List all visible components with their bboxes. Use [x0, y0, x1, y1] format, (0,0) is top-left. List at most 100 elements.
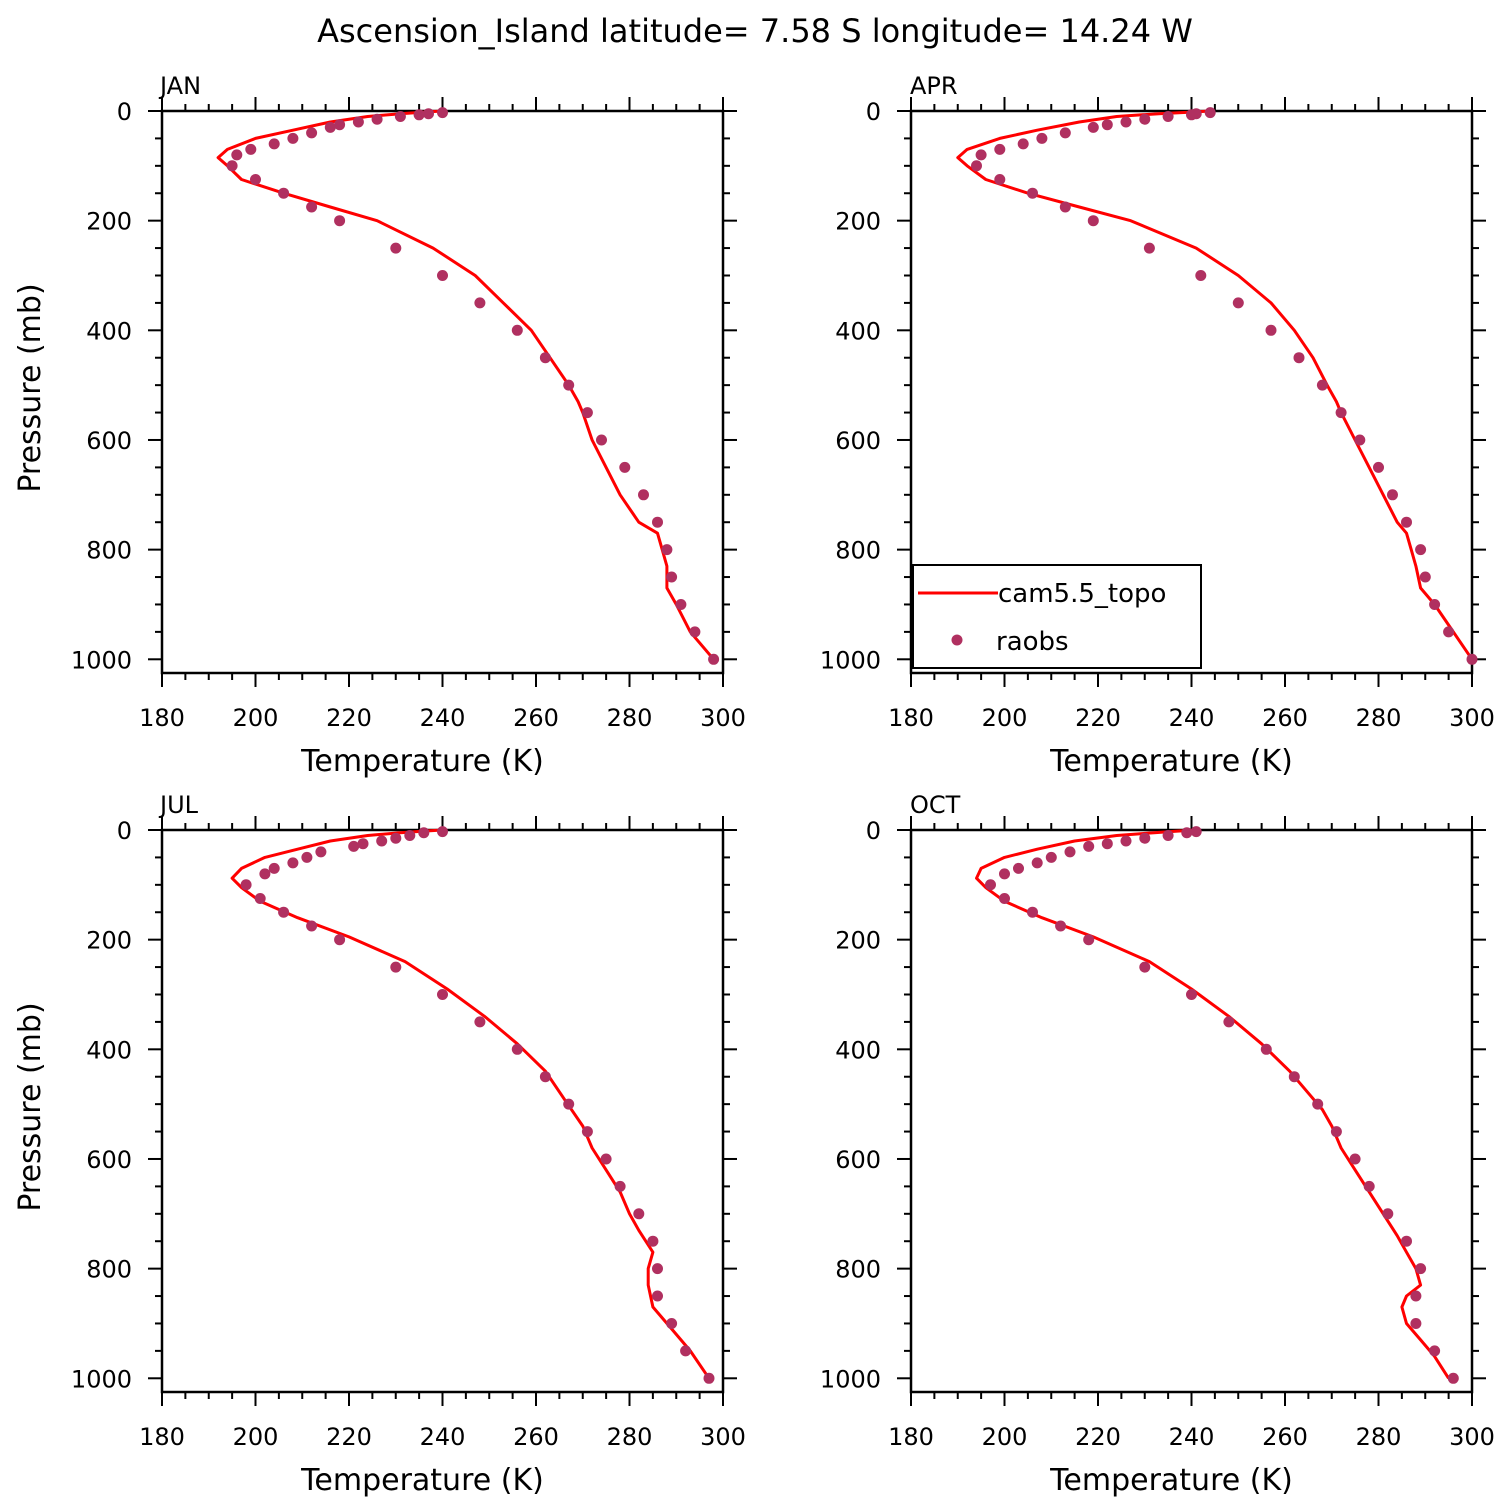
raobs-point	[703, 1372, 715, 1384]
y-tick-label: 800	[86, 537, 132, 565]
raobs-point	[1101, 119, 1113, 131]
raobs-point	[638, 489, 649, 501]
x-tick-label: 280	[1356, 1423, 1402, 1451]
y-tick-label: 800	[86, 1256, 132, 1284]
raobs-point	[1059, 201, 1071, 213]
raobs-point	[315, 846, 327, 858]
raobs-point	[1139, 832, 1151, 844]
raobs-point	[306, 201, 318, 213]
raobs-point	[1055, 920, 1067, 932]
raobs-point	[1373, 461, 1384, 473]
raobs-point	[1139, 113, 1151, 125]
raobs-point	[1101, 838, 1113, 850]
x-tick-label: 180	[888, 704, 934, 732]
y-axis-title: Pressure (mb)	[13, 1002, 48, 1211]
y-tick-label: 600	[835, 427, 881, 455]
raobs-point	[1232, 297, 1244, 309]
y-tick-label: 1000	[820, 646, 881, 674]
raobs-point	[376, 835, 388, 847]
x-tick-label: 220	[326, 1423, 372, 1451]
y-tick-label: 0	[117, 98, 132, 126]
raobs-point	[1466, 653, 1478, 665]
panel-oct: OCT 180 200 220 240 260 280 300 0 200 400 600 800 10…	[820, 791, 1495, 1498]
x-tick-label: 300	[700, 704, 746, 732]
raobs-point	[1363, 1180, 1375, 1192]
raobs-point	[680, 1345, 692, 1357]
x-tick-label: 220	[326, 704, 372, 732]
panel-jul: JUL 180 200 220 240 260 280 300 0 200 400 600 800 10…	[13, 791, 746, 1498]
raobs-point	[259, 868, 271, 880]
raobs-point	[226, 160, 238, 172]
x-tick-label: 280	[607, 704, 653, 732]
raobs-point	[287, 132, 299, 144]
raobs-point	[1017, 138, 1029, 150]
raobs-point	[1382, 1208, 1394, 1220]
raobs-point	[1143, 242, 1155, 254]
plot-frame	[160, 828, 725, 1394]
raobs-point	[306, 920, 318, 932]
raobs-point	[1401, 516, 1412, 528]
y-tick-label: 800	[835, 537, 881, 565]
raobs-point	[689, 626, 701, 638]
y-tick-label: 400	[835, 317, 881, 345]
raobs-point	[1288, 1071, 1300, 1083]
raobs-point	[1186, 109, 1197, 121]
raobs-point	[254, 893, 266, 904]
raobs-point	[1410, 1318, 1422, 1329]
x-tick-label: 300	[700, 1423, 746, 1451]
raobs-point	[1429, 1345, 1441, 1357]
raobs-point	[1204, 107, 1216, 119]
raobs-point	[1415, 1263, 1427, 1275]
y-tick-label: 0	[866, 817, 881, 845]
raobs-point	[278, 906, 290, 918]
y-tick-label: 0	[866, 98, 881, 126]
y-tick-label: 1000	[820, 1365, 881, 1393]
raobs-point	[474, 297, 486, 309]
raobs-point	[1354, 434, 1366, 446]
raobs-point	[1401, 1235, 1412, 1247]
raobs-point	[423, 108, 434, 120]
raobs-point	[1312, 1098, 1324, 1110]
raobs-point	[1064, 846, 1076, 858]
raobs-point	[306, 127, 318, 139]
model-profile-line	[230, 828, 711, 1380]
raobs-point	[1316, 379, 1328, 391]
raobs-point	[539, 352, 551, 364]
raobs-point	[1415, 544, 1427, 556]
y-axis-title: Pressure (mb)	[13, 283, 48, 492]
y-tick-label: 800	[835, 1256, 881, 1284]
y-tick-label: 200	[835, 927, 881, 955]
raobs-point	[614, 1180, 626, 1192]
y-tick-label: 1000	[71, 646, 132, 674]
raobs-point	[357, 838, 369, 850]
x-tick-label: 200	[233, 704, 279, 732]
y-tick-label: 400	[86, 1036, 132, 1064]
raobs-point	[278, 187, 290, 199]
raobs-point	[437, 826, 448, 838]
panel-label-jul: JUL	[158, 791, 199, 819]
raobs-point	[666, 1318, 678, 1329]
x-tick-label: 260	[1262, 1423, 1308, 1451]
plot-frame	[909, 828, 1474, 1394]
raobs-point	[1419, 571, 1431, 583]
panel-label-apr: APR	[910, 72, 958, 100]
raobs-point	[1027, 187, 1038, 199]
raobs-point	[652, 516, 663, 528]
raobs-point	[250, 174, 261, 185]
raobs-point	[596, 434, 607, 446]
raobs-point	[437, 107, 448, 119]
raobs-point	[390, 832, 402, 844]
y-tick-label: 600	[835, 1146, 881, 1174]
raobs-point	[1162, 830, 1174, 841]
raobs-point	[1330, 1126, 1342, 1138]
raobs-point	[334, 215, 346, 227]
x-tick-label: 300	[1449, 1423, 1495, 1451]
raobs-point	[652, 1290, 663, 1302]
raobs-point	[999, 893, 1010, 904]
raobs-point	[1083, 934, 1095, 946]
raobs-point	[600, 1153, 612, 1165]
raobs-point	[1260, 1043, 1272, 1055]
raobs-point	[1195, 270, 1207, 281]
raobs-point	[245, 143, 257, 155]
